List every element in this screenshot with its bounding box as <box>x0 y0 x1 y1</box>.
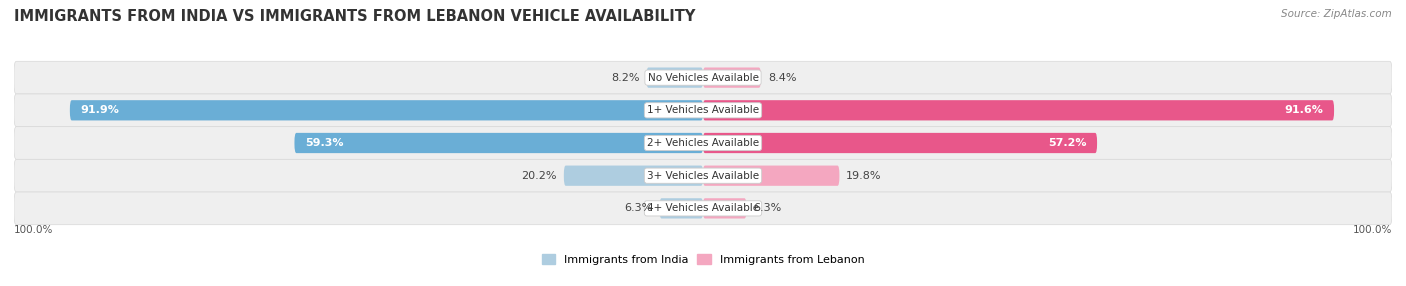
FancyBboxPatch shape <box>294 133 703 153</box>
FancyBboxPatch shape <box>14 159 1392 192</box>
FancyBboxPatch shape <box>14 61 1392 94</box>
Text: 57.2%: 57.2% <box>1049 138 1087 148</box>
Text: 4+ Vehicles Available: 4+ Vehicles Available <box>647 203 759 213</box>
FancyBboxPatch shape <box>14 94 1392 127</box>
Text: 59.3%: 59.3% <box>305 138 343 148</box>
Text: 8.2%: 8.2% <box>612 73 640 83</box>
Text: No Vehicles Available: No Vehicles Available <box>648 73 758 83</box>
FancyBboxPatch shape <box>14 192 1392 225</box>
FancyBboxPatch shape <box>14 127 1392 159</box>
FancyBboxPatch shape <box>703 166 839 186</box>
Text: 3+ Vehicles Available: 3+ Vehicles Available <box>647 171 759 181</box>
Text: 8.4%: 8.4% <box>768 73 796 83</box>
FancyBboxPatch shape <box>703 133 1097 153</box>
Text: 1+ Vehicles Available: 1+ Vehicles Available <box>647 105 759 115</box>
Text: 6.3%: 6.3% <box>754 203 782 213</box>
Text: 100.0%: 100.0% <box>14 225 53 235</box>
Text: 20.2%: 20.2% <box>522 171 557 181</box>
Text: 6.3%: 6.3% <box>624 203 652 213</box>
FancyBboxPatch shape <box>564 166 703 186</box>
FancyBboxPatch shape <box>703 100 1334 120</box>
Text: 2+ Vehicles Available: 2+ Vehicles Available <box>647 138 759 148</box>
Text: IMMIGRANTS FROM INDIA VS IMMIGRANTS FROM LEBANON VEHICLE AVAILABILITY: IMMIGRANTS FROM INDIA VS IMMIGRANTS FROM… <box>14 9 696 23</box>
Legend: Immigrants from India, Immigrants from Lebanon: Immigrants from India, Immigrants from L… <box>537 250 869 269</box>
FancyBboxPatch shape <box>659 198 703 219</box>
FancyBboxPatch shape <box>70 100 703 120</box>
FancyBboxPatch shape <box>703 67 761 88</box>
Text: 91.9%: 91.9% <box>80 105 120 115</box>
Text: Source: ZipAtlas.com: Source: ZipAtlas.com <box>1281 9 1392 19</box>
FancyBboxPatch shape <box>703 198 747 219</box>
Text: 91.6%: 91.6% <box>1285 105 1323 115</box>
FancyBboxPatch shape <box>647 67 703 88</box>
Text: 19.8%: 19.8% <box>846 171 882 181</box>
Text: 100.0%: 100.0% <box>1353 225 1392 235</box>
